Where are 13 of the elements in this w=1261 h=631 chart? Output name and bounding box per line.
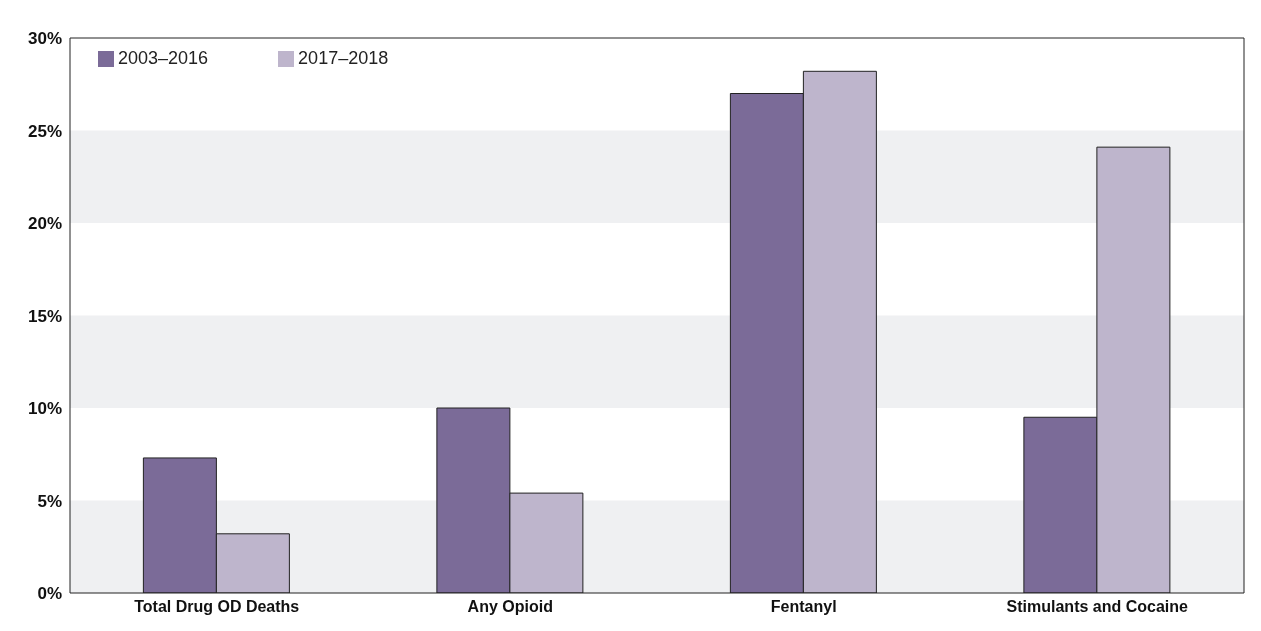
y-tick-label: 10% xyxy=(27,399,62,419)
y-tick-label: 20% xyxy=(27,214,62,234)
legend-label: 2003–2016 xyxy=(118,48,209,68)
x-tick-label: Stimulants and Cocaine xyxy=(1006,598,1189,616)
y-tick-label: 15% xyxy=(27,306,62,326)
x-tick-label: Total Drug OD Deaths xyxy=(134,598,300,616)
y-tick-label: 5% xyxy=(37,491,62,511)
x-tick-label: Fentanyl xyxy=(770,598,837,616)
y-tick-label: 30% xyxy=(27,29,62,49)
y-tick-label: 0% xyxy=(37,584,62,604)
y-tick-label: 25% xyxy=(27,121,62,141)
legend-label: 2017–2018 xyxy=(298,48,389,68)
x-tick-label: Any Opioid xyxy=(467,598,553,616)
